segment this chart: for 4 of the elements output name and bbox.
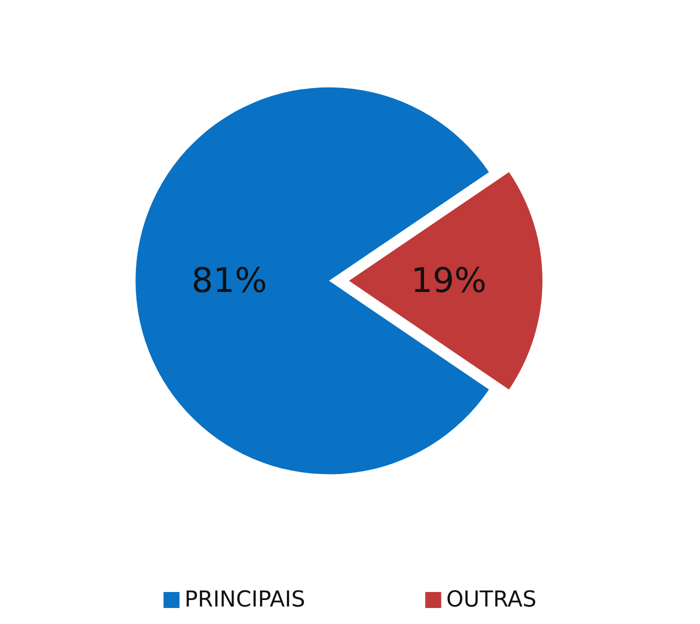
legend-label: OUTRAS	[446, 588, 537, 612]
legend-label: PRINCIPAIS	[184, 588, 306, 612]
data-label: 81%	[191, 260, 268, 301]
data-label: 19%	[410, 260, 487, 301]
